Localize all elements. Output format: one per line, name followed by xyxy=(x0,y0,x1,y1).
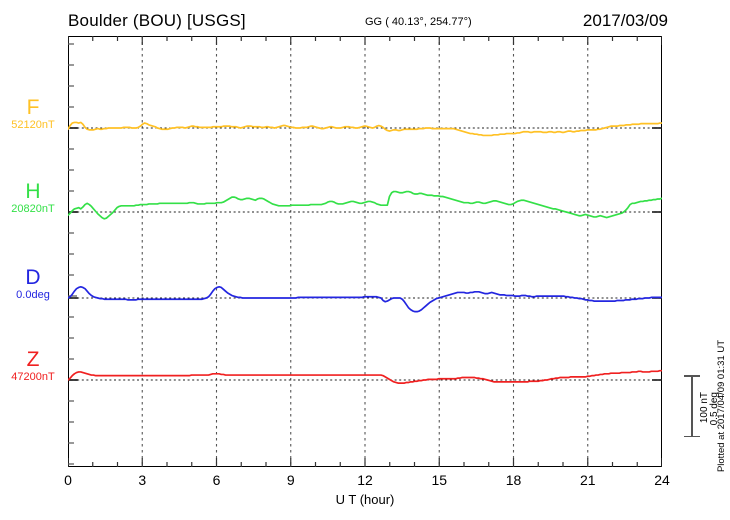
trace-Z xyxy=(68,369,662,384)
component-label-f: F 52120nT xyxy=(0,97,66,132)
component-symbol-d: D xyxy=(25,266,41,289)
x-tick-label: 6 xyxy=(212,472,221,488)
x-tick-label: 24 xyxy=(654,472,670,488)
observation-date: 2017/03/09 xyxy=(582,11,668,30)
component-symbol-f: F xyxy=(26,96,40,119)
coordinates-label: GG ( 40.13°, 254.77°) xyxy=(365,16,472,28)
magnetogram-plot xyxy=(68,36,662,467)
component-baseline-h: 20820nT xyxy=(11,203,55,215)
x-axis-title: U T (hour) xyxy=(335,492,395,507)
component-symbol-z: Z xyxy=(26,348,40,371)
coordinate-values-label: ( 40.13°, 254.77°) xyxy=(385,16,472,28)
component-symbol-h: H xyxy=(25,180,41,203)
gridlines-group xyxy=(141,36,589,467)
component-label-h: H 20820nT xyxy=(0,181,66,216)
plot-canvas xyxy=(68,36,662,467)
component-baseline-d: 0.0deg xyxy=(16,289,50,301)
x-tick-label: 15 xyxy=(431,472,448,488)
trace-H xyxy=(68,190,662,220)
plotted-at-timestamp: Plotted at 2017/04/09 01:31 UT xyxy=(716,340,727,473)
component-label-d: D 0.0deg xyxy=(0,267,66,302)
x-tick-label: 3 xyxy=(138,472,147,488)
component-baseline-f: 52120nT xyxy=(11,119,55,131)
x-tick-label: 0 xyxy=(64,472,72,488)
component-label-z: Z 47200nT xyxy=(0,349,66,384)
x-tick-label: 18 xyxy=(505,472,522,488)
component-baseline-z: 47200nT xyxy=(11,371,55,383)
trace-D xyxy=(68,285,662,313)
coordinate-system-label: GG xyxy=(365,16,383,28)
trace-group xyxy=(68,121,662,384)
station-title: Boulder (BOU) [USGS] xyxy=(68,11,246,30)
trace-F xyxy=(68,121,662,137)
scale-bar-line xyxy=(691,375,693,437)
scale-bar xyxy=(684,375,700,437)
x-tick-label: 21 xyxy=(579,472,596,488)
x-tick-label: 12 xyxy=(357,472,373,488)
scale-bar-bottom-cap xyxy=(684,435,700,437)
x-tick-label: 9 xyxy=(286,472,295,488)
x-tick-group xyxy=(68,36,662,467)
